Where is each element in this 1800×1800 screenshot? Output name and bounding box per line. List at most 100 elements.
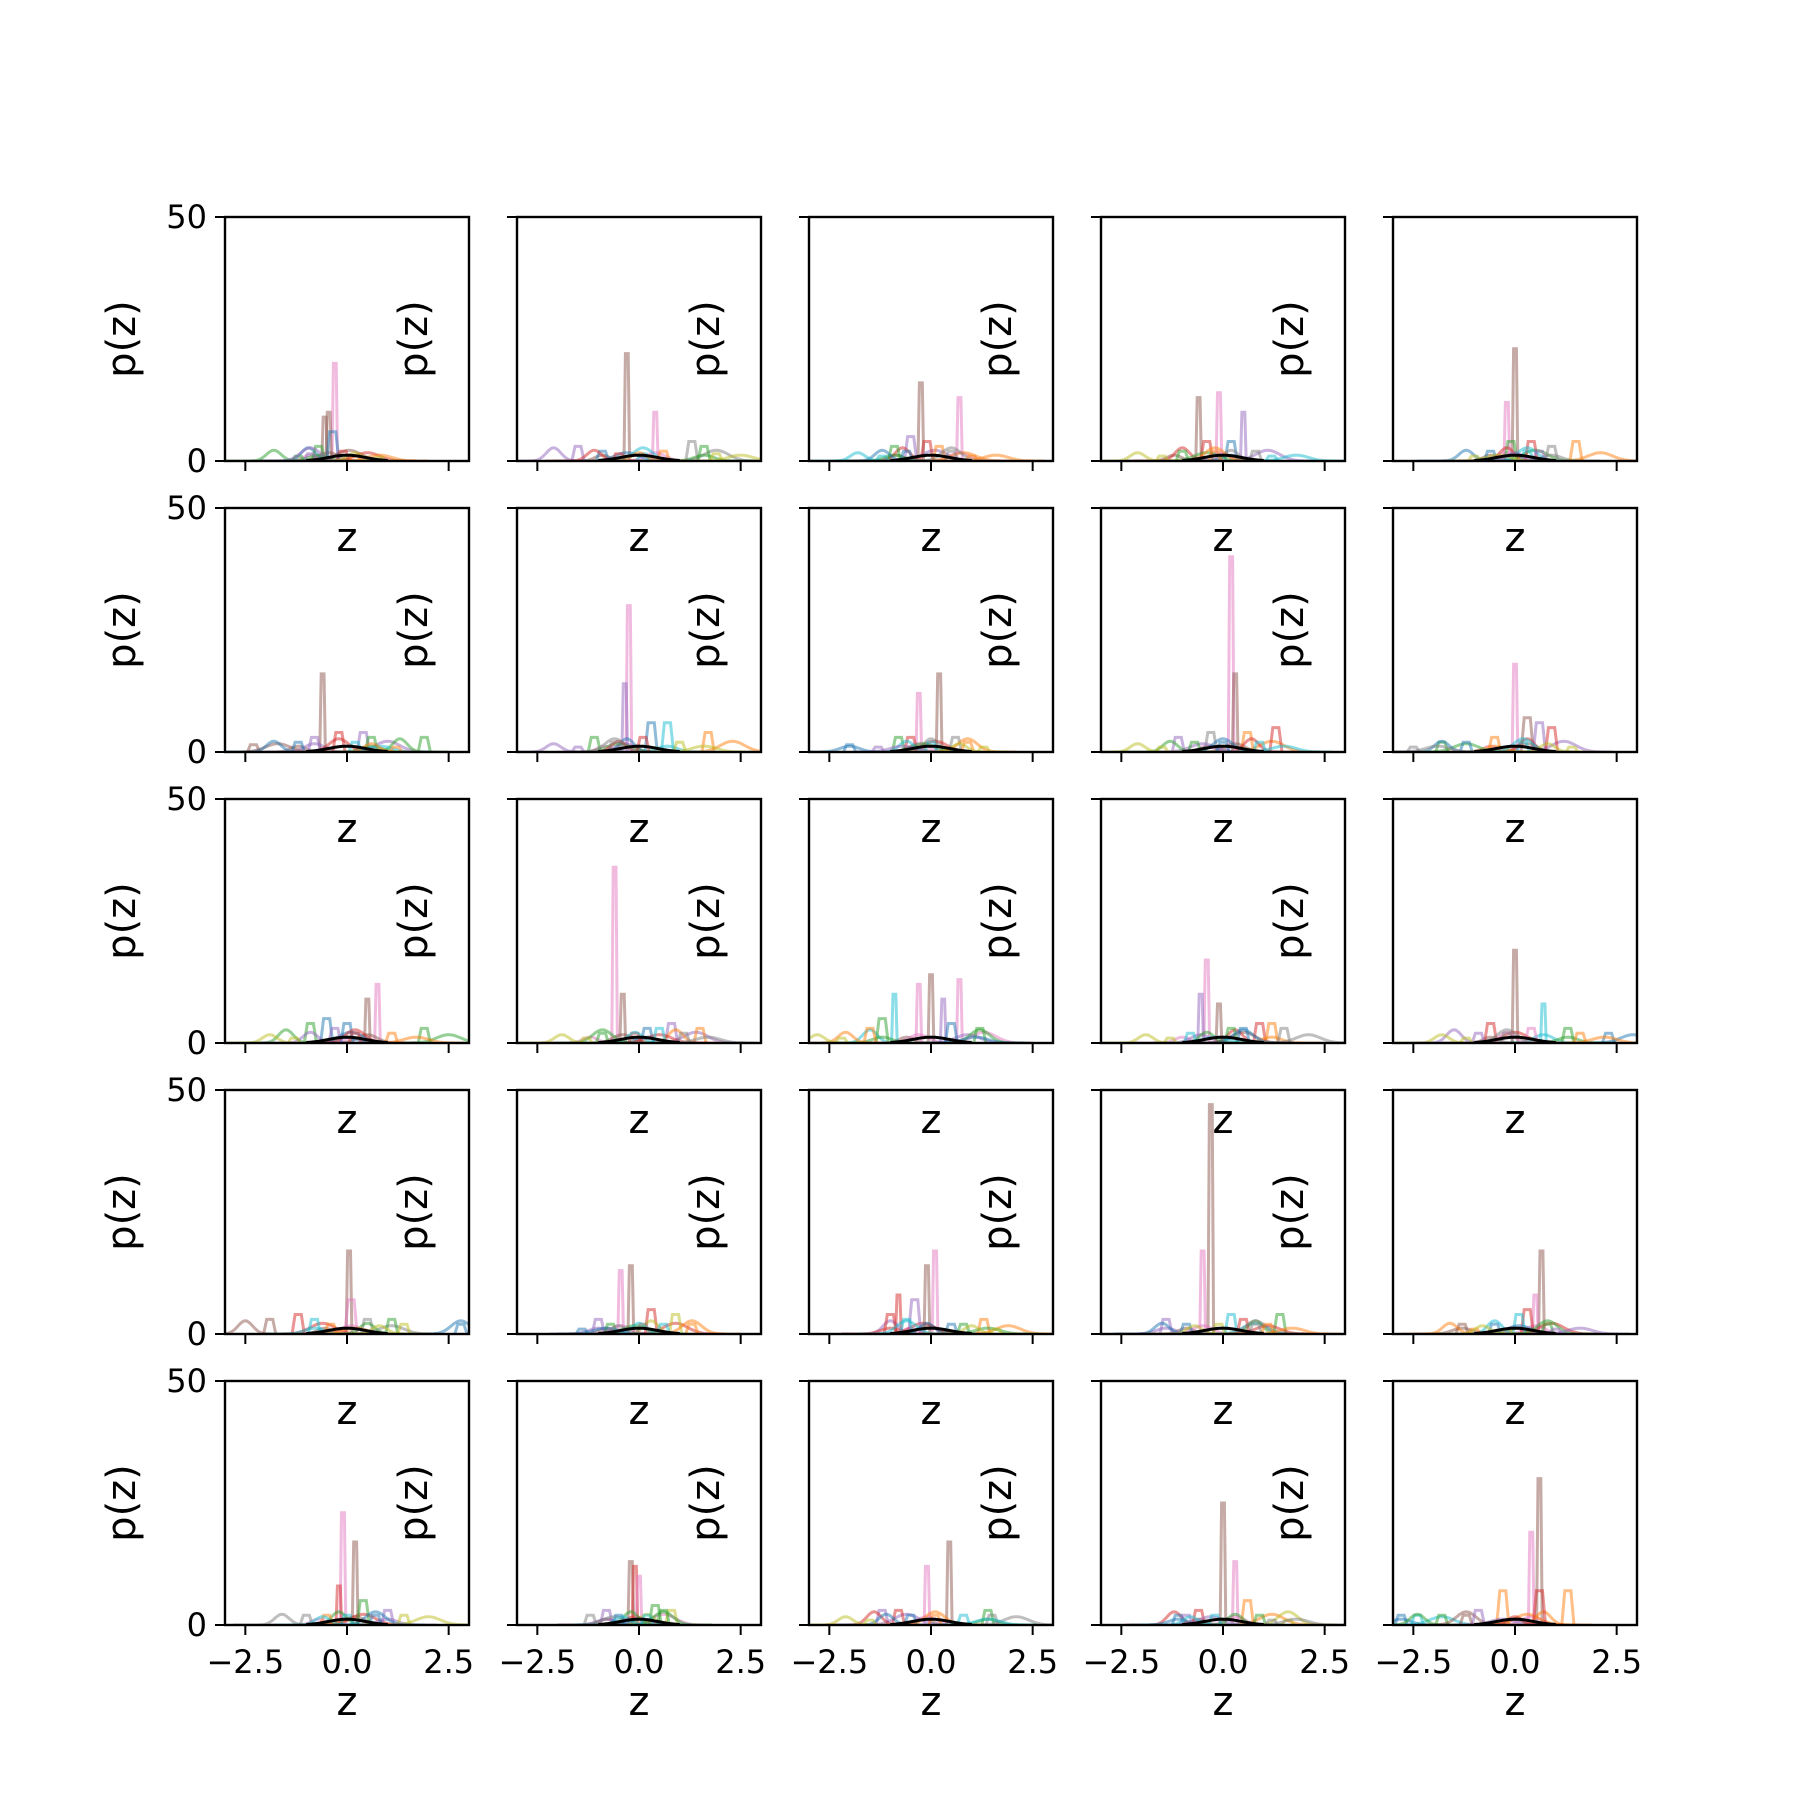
density-peak [262, 1317, 278, 1334]
density-peak [1572, 1031, 1588, 1043]
density-hump [1441, 1035, 1540, 1043]
x-axis-label: z [337, 806, 358, 852]
y-axis-label: p(z) [391, 300, 437, 378]
density-hump [809, 1033, 866, 1043]
density-peak [343, 1298, 359, 1334]
x-tick-label: 0.0 [614, 1643, 665, 1681]
density-hump [1153, 1324, 1252, 1334]
density-peak [916, 381, 926, 461]
density-peak [416, 735, 432, 752]
density-peak [1526, 1530, 1536, 1625]
density-hump [1125, 1610, 1223, 1625]
density-peak [1178, 1322, 1194, 1334]
density-peak [594, 449, 610, 461]
density-peak [1226, 555, 1236, 752]
density-peak [672, 740, 688, 752]
density-hump [586, 1615, 684, 1625]
density-peak [874, 454, 890, 461]
density-peak [298, 1613, 314, 1625]
density-peak [1170, 735, 1186, 752]
x-tick-label: 0.0 [1490, 1643, 1541, 1681]
density-peak [1182, 1031, 1199, 1043]
plot-area [1393, 662, 1613, 752]
x-axis-label: z [1505, 515, 1526, 561]
y-axis-label: p(z) [1267, 300, 1313, 378]
density-peak [626, 1264, 636, 1334]
density-peak [914, 691, 924, 752]
density-peak [659, 721, 676, 752]
density-peak [1264, 1022, 1280, 1043]
density-peak [570, 444, 586, 461]
density-peak [320, 415, 329, 461]
x-axis-label: z [1213, 806, 1234, 852]
density-peak [620, 682, 630, 752]
plot-area [1393, 1477, 1593, 1625]
density-peak [1272, 1313, 1288, 1334]
reference-density [598, 1617, 680, 1625]
density-peak [1252, 1022, 1268, 1043]
density-peak [1510, 662, 1520, 752]
density-peak [367, 1613, 384, 1625]
reference-density [306, 744, 388, 752]
plot-area [225, 982, 469, 1043]
density-peak [1548, 1327, 1564, 1334]
density-peak [1239, 410, 1248, 461]
density-peak [931, 444, 947, 461]
density-hump [578, 737, 676, 752]
density-peak [684, 1322, 700, 1334]
density-peak [696, 444, 712, 461]
density-peak [1458, 1613, 1474, 1625]
density-hump [841, 1326, 940, 1334]
reference-density [890, 453, 972, 461]
density-hump [1223, 1035, 1321, 1043]
density-hump [1393, 1033, 1491, 1043]
y-axis-label: p(z) [99, 1464, 145, 1542]
reference-density [890, 1617, 972, 1625]
density-hump [1417, 448, 1515, 461]
density-peak [1503, 440, 1519, 461]
x-axis-label: z [629, 1679, 650, 1725]
density-peak [384, 1031, 400, 1043]
density-hump [1141, 1615, 1240, 1625]
density-peak [384, 1317, 400, 1334]
density-hump [1133, 446, 1232, 461]
density-hump [225, 1319, 295, 1334]
subplot-5-2: −2.5 0.0 2.5 z p(z) [391, 1379, 766, 1725]
density-hump [517, 742, 603, 752]
density-hump [1466, 451, 1564, 461]
density-hump [517, 446, 603, 461]
y-axis-label: p(z) [975, 1173, 1021, 1251]
y-tick-label: 50 [166, 1071, 207, 1109]
density-hump [1101, 451, 1187, 461]
x-tick-label: −2.5 [498, 1643, 576, 1681]
density-peak [943, 1022, 959, 1043]
density-peak [330, 361, 340, 461]
plot-area [809, 973, 1033, 1043]
density-peak [708, 452, 724, 461]
subplot-3-5: z p(z) [1267, 797, 1639, 1143]
density-peak [870, 745, 886, 752]
density-hump [809, 1030, 895, 1043]
density-peak [1544, 726, 1560, 752]
y-axis-label: p(z) [683, 1173, 729, 1251]
y-axis-label: p(z) [391, 1173, 437, 1251]
subplot-3-1: 0 50 z p(z) [99, 780, 471, 1143]
subplot-1-1: 0 50 z p(z) [99, 198, 471, 561]
density-hump [1458, 446, 1556, 461]
density-hump [302, 1324, 400, 1334]
density-peak [388, 745, 404, 752]
density-peak [373, 982, 382, 1043]
plot-area [1101, 391, 1345, 461]
density-hump [573, 1615, 672, 1625]
density-peak [1531, 721, 1547, 752]
density-peak [676, 1031, 692, 1043]
plot-area [517, 352, 761, 461]
density-hump [225, 1033, 319, 1043]
axes-frame [1391, 215, 1639, 463]
density-peak [306, 1317, 323, 1334]
density-hump [1186, 742, 1284, 752]
density-peak [976, 745, 992, 752]
x-tick-label: −2.5 [790, 1643, 868, 1681]
density-peak [945, 1540, 954, 1625]
density-peak [1198, 1249, 1207, 1334]
